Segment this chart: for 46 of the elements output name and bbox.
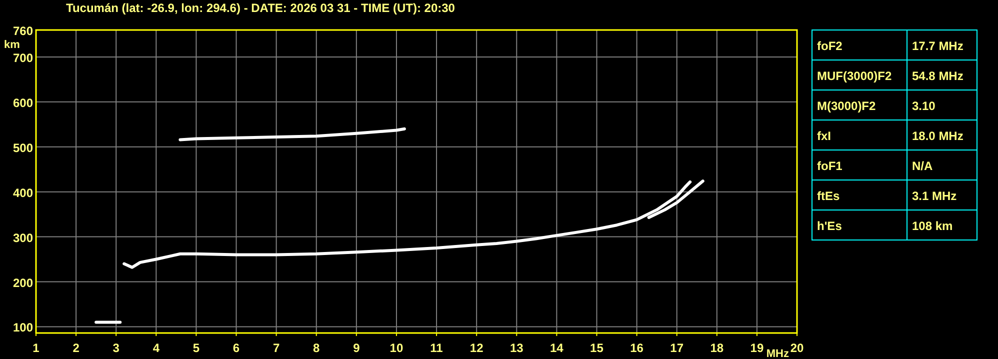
x-tick-label: 10 (390, 341, 404, 355)
x-tick-label: 11 (430, 341, 444, 355)
y-tick-label: 760 (12, 24, 34, 38)
x-tick-label: 9 (353, 341, 360, 355)
x-tick-label: 19 (750, 341, 764, 355)
x-tick-label: 4 (152, 341, 160, 355)
y-tick-label: 500 (12, 140, 34, 155)
category-label: ftEs (817, 189, 840, 203)
x-tick-label: 2 (72, 341, 80, 355)
text: 3.10 (912, 99, 936, 113)
y-tick-label: 200 (12, 276, 34, 290)
y-tick-label: 600 (12, 96, 34, 110)
text: 17.7 MHz (912, 39, 964, 53)
x-tick-label: 1 (32, 341, 40, 355)
x-axis-title: MHz (766, 348, 790, 359)
x-tick-label: 17 (670, 341, 684, 355)
text: 18.0 MHz (912, 129, 964, 143)
x-tick-label: 20 (790, 341, 804, 355)
x-tick-label: 5 (192, 341, 200, 355)
category-label: MUF(3000)F2 (817, 69, 892, 83)
y-axis-title: km (4, 39, 20, 51)
x-tick-label: 12 (470, 341, 484, 355)
x-tick-label: 14 (550, 341, 564, 355)
x-tick-label: 18 (710, 341, 724, 355)
line-series (178, 127, 406, 142)
x-tick-label: 13 (510, 341, 524, 355)
category-label: foF2 (817, 39, 843, 53)
text: 108 km (912, 219, 953, 233)
x-tick-label: 7 (272, 341, 280, 355)
y-tick-label: 100 (12, 320, 34, 335)
y-tick-label: 400 (12, 186, 34, 200)
chart-title: Tucumán (lat: -26.9, lon: 294.6) - DATE: 2026 03 31 - TIME (UT): 20:30 (66, 1, 456, 15)
x-tick-label: 3 (112, 341, 120, 355)
text: 3.1 MHz (912, 189, 957, 203)
category-label: foF1 (817, 159, 843, 173)
x-tick-label: 8 (313, 341, 320, 355)
category-label: M(3000)F2 (817, 99, 876, 113)
text: N/A (912, 159, 933, 173)
text: 54.8 MHz (912, 69, 964, 83)
y-tick-label: 700 (12, 50, 34, 65)
category-label: fxI (817, 129, 832, 143)
y-tick-label: 300 (12, 230, 34, 245)
x-tick-label: 6 (232, 341, 240, 355)
x-tick-label: 15 (590, 341, 604, 355)
category-label: h'Es (817, 219, 842, 233)
x-tick-label: 16 (630, 341, 644, 355)
